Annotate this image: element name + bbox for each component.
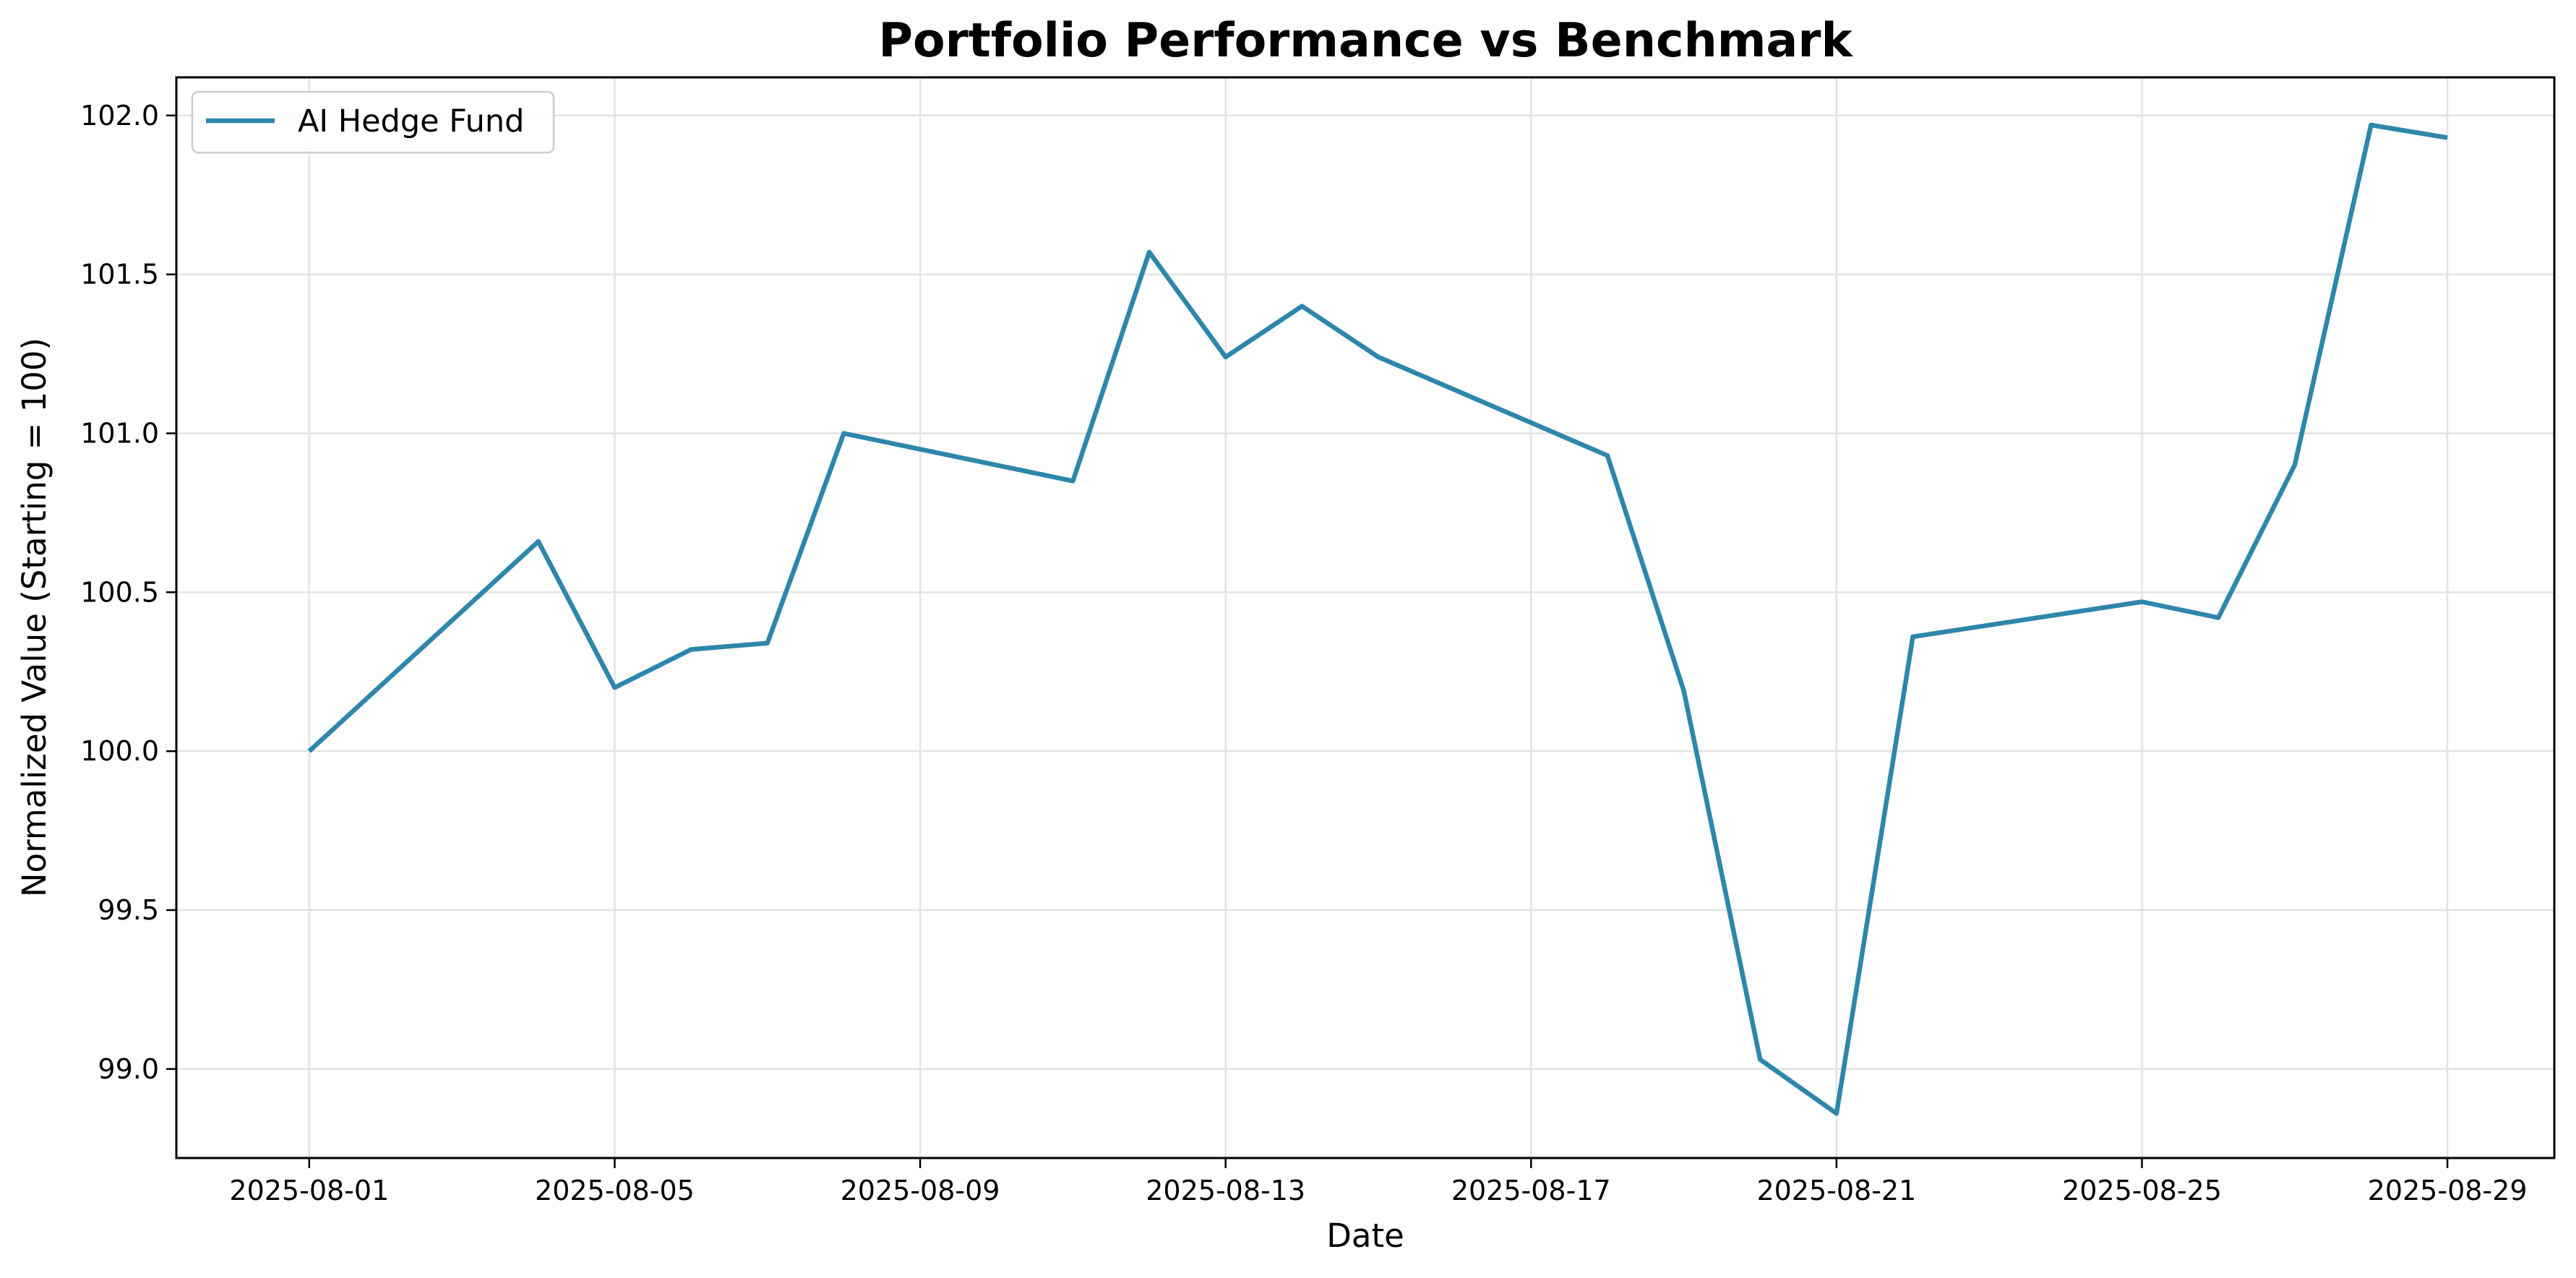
series-layer xyxy=(307,122,2448,1116)
y-tick-label: 101.5 xyxy=(80,259,159,291)
legend-label-ai-hedge-fund: AI Hedge Fund xyxy=(298,103,524,140)
series-line-ai-hedge-fund xyxy=(307,122,2448,1116)
plot-area-frame xyxy=(175,76,2556,1159)
y-tick-label: 100.0 xyxy=(80,735,159,767)
x-tick-label: 2025-08-17 xyxy=(1451,1175,1611,1206)
y-tick-label: 99.0 xyxy=(98,1053,159,1085)
y-tick-label: 102.0 xyxy=(80,100,159,132)
x-tick-label: 2025-08-01 xyxy=(229,1175,389,1206)
y-tick-label: 100.5 xyxy=(80,576,159,608)
y-tick-label: 99.5 xyxy=(98,894,159,926)
x-axis: 2025-08-01 2025-08-05 2025-08-09 2025-08-13… xyxy=(229,1158,2528,1206)
x-tick-label: 2025-08-25 xyxy=(2062,1175,2222,1206)
grid xyxy=(176,77,2554,1158)
legend-box xyxy=(191,90,555,154)
x-tick-label: 2025-08-29 xyxy=(2368,1175,2528,1206)
chart-title: Portfolio Performance vs Benchmark xyxy=(878,14,1853,68)
y-axis: 99.0 99.5 100.0 100.5 101.0 101.5 102.0 xyxy=(80,100,176,1085)
y-axis-label: Normalized Value (Starting = 100) xyxy=(15,338,53,897)
y-tick-label: 101.0 xyxy=(80,417,159,449)
x-tick-label: 2025-08-05 xyxy=(535,1175,695,1206)
x-tick-label: 2025-08-13 xyxy=(1146,1175,1305,1206)
x-tick-label: 2025-08-21 xyxy=(1756,1175,1916,1206)
x-axis-label: Date xyxy=(1326,1217,1404,1255)
legend: AI Hedge Fund xyxy=(191,90,555,154)
x-tick-label: 2025-08-09 xyxy=(841,1175,1000,1206)
